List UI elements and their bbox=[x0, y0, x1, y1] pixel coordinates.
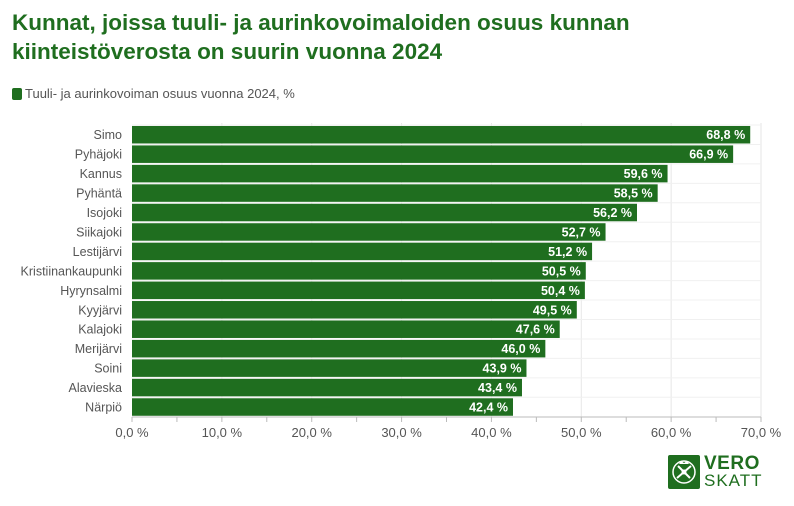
x-tick-label: 10,0 % bbox=[202, 425, 243, 440]
x-tick-label: 30,0 % bbox=[381, 425, 422, 440]
x-tick-label: 0,0 % bbox=[115, 425, 149, 440]
category-label: Kyyjärvi bbox=[78, 303, 122, 317]
category-label: Merijärvi bbox=[75, 342, 122, 356]
category-label: Lestijärvi bbox=[73, 245, 122, 259]
bar bbox=[132, 281, 585, 300]
bar-value-label: 58,5 % bbox=[614, 187, 653, 201]
bar-value-label: 50,5 % bbox=[542, 264, 581, 278]
logo-word-skatt: SKATT bbox=[704, 471, 763, 490]
vero-skatt-logo: VERO SKATT bbox=[668, 453, 763, 490]
bar bbox=[132, 223, 606, 241]
category-label: Hyrynsalmi bbox=[60, 284, 122, 298]
category-label: Närpiö bbox=[85, 401, 122, 415]
bar-value-label: 43,4 % bbox=[478, 381, 517, 395]
category-label: Kalajoki bbox=[78, 323, 122, 337]
bar bbox=[132, 262, 586, 280]
bar bbox=[132, 339, 546, 358]
category-label: Pyhäntä bbox=[76, 187, 122, 201]
bar-value-label: 51,2 % bbox=[548, 245, 587, 259]
bar bbox=[132, 125, 751, 144]
bar-value-label: 43,9 % bbox=[483, 362, 522, 376]
bar bbox=[132, 203, 637, 222]
category-label: Pyhäjoki bbox=[75, 148, 122, 162]
bar bbox=[132, 145, 734, 163]
bar-value-label: 47,6 % bbox=[516, 323, 555, 337]
bar bbox=[132, 242, 593, 261]
bar bbox=[132, 398, 513, 416]
crown-emblem-icon bbox=[668, 455, 700, 489]
x-tick-label: 20,0 % bbox=[291, 425, 332, 440]
bar bbox=[132, 378, 522, 397]
bar-value-label: 52,7 % bbox=[562, 225, 601, 239]
bar bbox=[132, 320, 560, 338]
bar-value-label: 66,9 % bbox=[689, 148, 728, 162]
legend-label: Tuuli- ja aurinkovoiman osuus vuonna 202… bbox=[25, 86, 295, 101]
x-tick-label: 40,0 % bbox=[471, 425, 512, 440]
category-label: Siikajoki bbox=[76, 225, 122, 239]
bar bbox=[132, 164, 668, 183]
bar-value-label: 68,8 % bbox=[706, 128, 745, 142]
x-tick-label: 60,0 % bbox=[651, 425, 692, 440]
bar-value-label: 46,0 % bbox=[501, 342, 540, 356]
bar-value-label: 56,2 % bbox=[593, 206, 632, 220]
bar-value-label: 49,5 % bbox=[533, 303, 572, 317]
bar bbox=[132, 184, 658, 202]
category-label: Kannus bbox=[80, 167, 122, 181]
category-label: Isojoki bbox=[87, 206, 122, 220]
x-tick-label: 70,0 % bbox=[741, 425, 782, 440]
category-label: Soini bbox=[94, 362, 122, 376]
legend: Tuuli- ja aurinkovoiman osuus vuonna 202… bbox=[12, 86, 295, 101]
bar-value-label: 50,4 % bbox=[541, 284, 580, 298]
logo-word-vero: VERO bbox=[704, 453, 760, 474]
category-label: Kristiinankaupunki bbox=[21, 264, 122, 278]
category-label: Alavieska bbox=[69, 381, 123, 395]
bar-value-label: 59,6 % bbox=[624, 167, 663, 181]
legend-swatch bbox=[12, 87, 22, 100]
x-tick-label: 50,0 % bbox=[561, 425, 602, 440]
category-label: Simo bbox=[94, 128, 123, 142]
chart-title: Kunnat, joissa tuuli- ja aurinkovoimaloi… bbox=[12, 10, 630, 64]
bar bbox=[132, 301, 577, 319]
bar bbox=[132, 359, 527, 377]
bar-value-label: 42,4 % bbox=[469, 401, 508, 415]
